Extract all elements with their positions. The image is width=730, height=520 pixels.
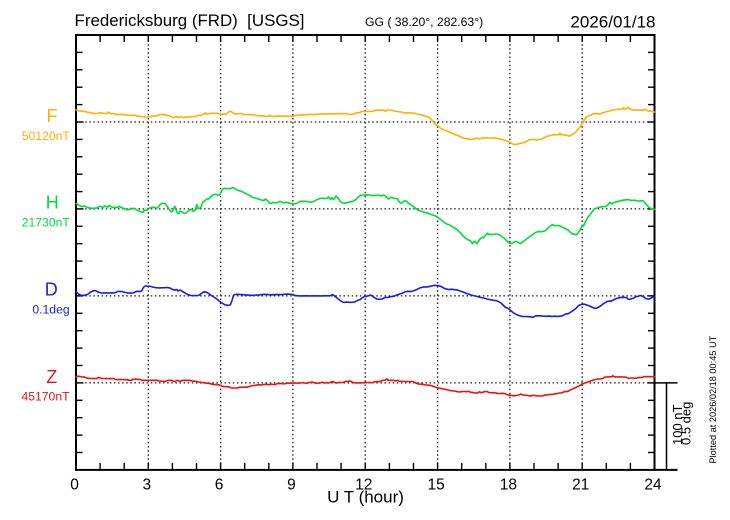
svg-text:Plotted at 2026/02/18 00:45 UT: Plotted at 2026/02/18 00:45 UT — [708, 335, 718, 463]
svg-text:0.5 deg: 0.5 deg — [679, 402, 694, 445]
svg-text:21730nT: 21730nT — [22, 216, 71, 230]
svg-text:45170nT: 45170nT — [21, 390, 70, 404]
svg-text:U T (hour): U T (hour) — [327, 488, 404, 507]
svg-text:18: 18 — [500, 477, 517, 494]
svg-text:24: 24 — [644, 477, 662, 494]
svg-text:Fredericksburg (FRD) [USGS]: Fredericksburg (FRD) [USGS] — [75, 11, 305, 30]
svg-text:H: H — [46, 193, 59, 213]
svg-text:3: 3 — [142, 477, 151, 494]
svg-text:15: 15 — [427, 477, 444, 494]
svg-text:GG ( 38.20°, 282.63°): GG ( 38.20°, 282.63°) — [365, 15, 483, 29]
svg-text:12: 12 — [355, 477, 372, 494]
svg-text:2026/01/18: 2026/01/18 — [570, 13, 655, 32]
svg-text:0: 0 — [70, 477, 79, 494]
svg-text:50120nT: 50120nT — [22, 129, 71, 143]
svg-text:21: 21 — [572, 477, 589, 494]
svg-text:D: D — [45, 280, 58, 300]
svg-text:Z: Z — [46, 367, 57, 387]
svg-text:0.1deg: 0.1deg — [32, 303, 69, 317]
svg-text:9: 9 — [287, 477, 296, 494]
svg-text:100 nT: 100 nT — [670, 404, 685, 445]
svg-text:F: F — [47, 106, 58, 126]
svg-text:6: 6 — [215, 477, 224, 494]
